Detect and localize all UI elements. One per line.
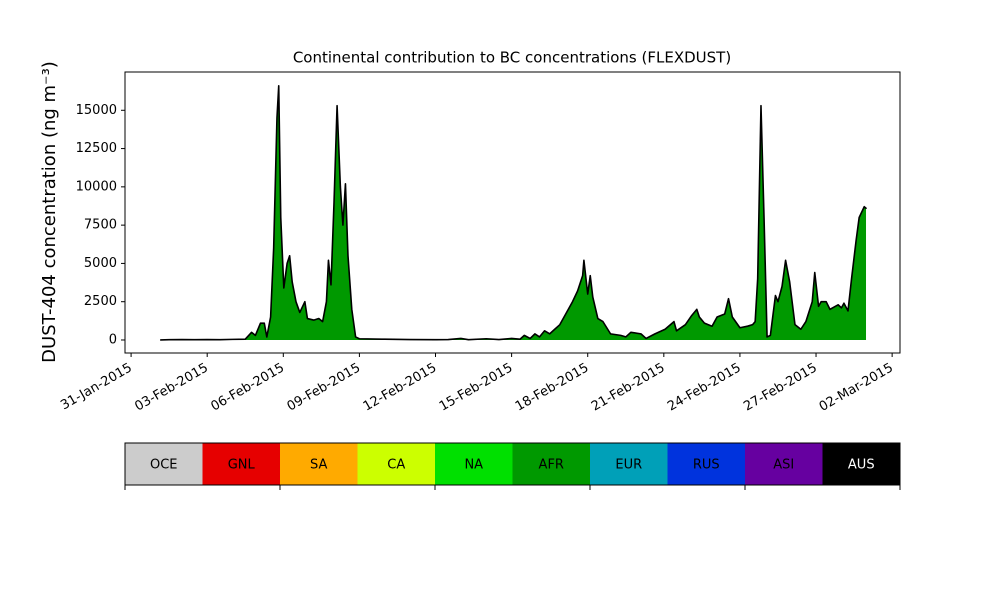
legend-swatch: [435, 443, 513, 485]
legend-label: OCE: [150, 458, 178, 473]
legend-label: AFR: [539, 458, 564, 473]
legend-label: RUS: [693, 458, 720, 473]
legend-frame: [124, 442, 901, 486]
legend-label: AUS: [848, 458, 875, 473]
legend-label: SA: [310, 458, 327, 473]
y-tick-label: 15000: [76, 103, 117, 118]
legend-swatch: [202, 443, 280, 485]
legend-label: NA: [464, 458, 483, 473]
legend-label: ASI: [773, 458, 794, 473]
chart-title: Continental contribution to BC concentra…: [293, 49, 731, 67]
legend: OCE GNL SA CA NA AFR EUR RUS ASI AUS: [124, 442, 901, 486]
y-tick-label: 2500: [84, 294, 117, 309]
legend-label: CA: [387, 458, 405, 473]
legend-swatch: [125, 443, 203, 485]
area: [160, 85, 867, 340]
plot-area: [159, 84, 867, 341]
y-tick-label: 7500: [84, 218, 117, 233]
legend-label: GNL: [228, 458, 256, 473]
legend-swatch: [822, 443, 900, 485]
legend-swatch: [590, 443, 668, 485]
area: [159, 84, 867, 341]
y-tick-label: 0: [109, 332, 117, 347]
y-tick-label: 10000: [76, 179, 117, 194]
legend-swatch: [512, 443, 590, 485]
legend-swatch: [357, 443, 435, 485]
y-tick-label: 12500: [76, 141, 117, 156]
y-tick-label: 5000: [84, 256, 117, 271]
legend-label: EUR: [615, 458, 642, 473]
legend-ticks: [124, 485, 901, 490]
legend-swatch: [745, 443, 823, 485]
plot-frame: [124, 71, 901, 354]
legend-swatch: [280, 443, 358, 485]
y-axis-label: DUST-404 concentration (ng m⁻³): [39, 61, 60, 363]
legend-swatch: [667, 443, 745, 485]
